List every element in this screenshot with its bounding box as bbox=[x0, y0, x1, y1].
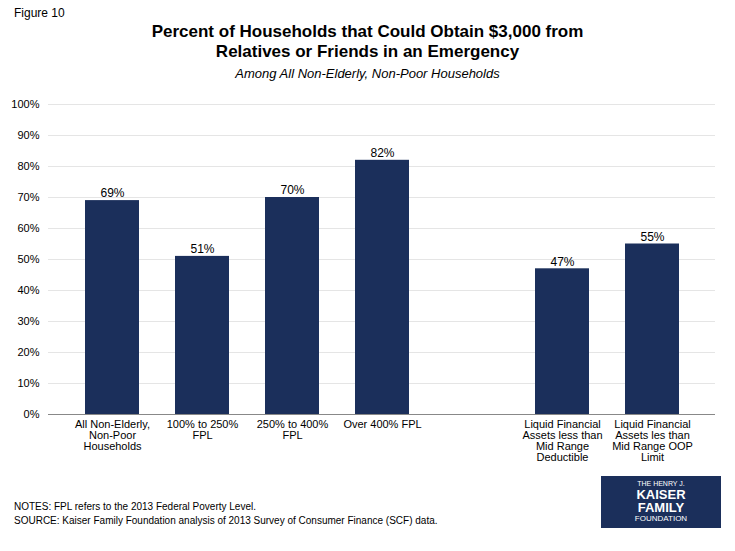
svg-text:250% to 400%FPL: 250% to 400%FPL bbox=[257, 418, 329, 441]
svg-text:82%: 82% bbox=[370, 146, 394, 160]
svg-text:Liquid FinancialAssets les tha: Liquid FinancialAssets les thanMid Range… bbox=[612, 418, 693, 463]
html-text:Figure 10: Figure 10 bbox=[14, 6, 65, 20]
svg-text:All Non-Elderly,Non-PoorHouseh: All Non-Elderly,Non-PoorHouseholds bbox=[75, 418, 150, 452]
svg-text:Over 400% FPL: Over 400% FPL bbox=[343, 418, 421, 430]
html-text:Among All Non-Elderly, Non-Poo: Among All Non-Elderly, Non-Poor Househol… bbox=[235, 66, 500, 81]
svg-text:100% to 250%FPL: 100% to 250%FPL bbox=[167, 418, 239, 441]
svg-text:50%: 50% bbox=[17, 253, 39, 265]
svg-text:70%: 70% bbox=[17, 191, 39, 203]
svg-text:60%: 60% bbox=[17, 222, 39, 234]
svg-text:55%: 55% bbox=[640, 230, 664, 244]
svg-text:Liquid FinancialAssets less th: Liquid FinancialAssets less thanMid Rang… bbox=[522, 418, 602, 463]
svg-text:30%: 30% bbox=[17, 315, 39, 327]
svg-text:90%: 90% bbox=[17, 129, 39, 141]
svg-text:69%: 69% bbox=[100, 186, 124, 200]
svg-text:70%: 70% bbox=[280, 183, 304, 197]
svg-text:47%: 47% bbox=[550, 255, 574, 269]
svg-text:0%: 0% bbox=[24, 408, 40, 420]
html-text:KAISER: KAISER bbox=[636, 486, 686, 502]
svg-text:80%: 80% bbox=[17, 160, 39, 172]
svg-text:20%: 20% bbox=[17, 346, 39, 358]
svg-text:10%: 10% bbox=[17, 377, 39, 389]
html-text:Relatives or Friends in an Eme: Relatives or Friends in an Emergency bbox=[215, 42, 520, 61]
html-text:NOTES: FPL refers to the 2013: NOTES: FPL refers to the 2013 Federal Po… bbox=[14, 501, 256, 512]
svg-text:51%: 51% bbox=[190, 242, 214, 256]
html-text:FOUNDATION: FOUNDATION bbox=[634, 514, 688, 524]
html-text:FAMILY: FAMILY bbox=[637, 500, 685, 516]
svg-text:40%: 40% bbox=[17, 284, 39, 296]
html-text:THE HENRY J.: THE HENRY J. bbox=[637, 480, 685, 488]
svg-text:100%: 100% bbox=[11, 98, 39, 110]
html-text:SOURCE: Kaiser Family Foundati: SOURCE: Kaiser Family Foundation analysi… bbox=[14, 515, 438, 526]
html-text:Percent of Households that Cou: Percent of Households that Could Obtain … bbox=[151, 22, 584, 41]
